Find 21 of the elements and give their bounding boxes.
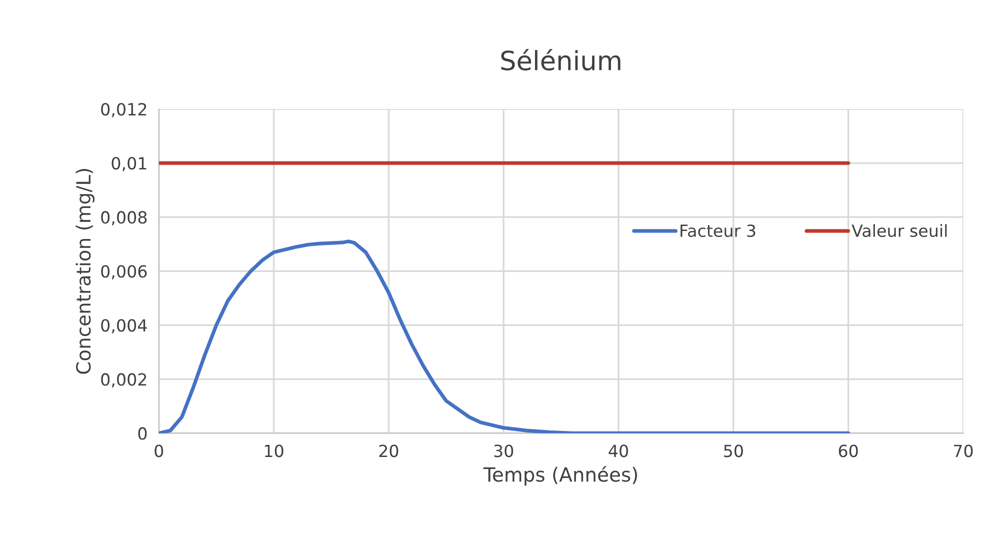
x-tick-label: 50 (724, 444, 743, 458)
x-axis-title: Temps (Années) (483, 466, 638, 486)
x-tick-label: 60 (838, 444, 858, 458)
x-tick-label: 70 (954, 444, 973, 458)
y-tick-label: 0,004 (101, 319, 147, 334)
y-tick-label: 0,006 (101, 265, 147, 280)
legend-label: Valeur seuil (852, 224, 947, 238)
x-tick-label: 30 (494, 444, 514, 458)
legend-label: Facteur 3 (680, 224, 756, 238)
chart-title: Sélénium (501, 49, 620, 70)
x-tick-label: 0 (154, 444, 164, 458)
y-tick-label: 0,012 (101, 102, 146, 118)
line-series (158, 240, 850, 434)
x-tick-label: 20 (379, 444, 398, 458)
y-axis-title: Concentration (mg/L) (76, 169, 94, 374)
y-tick-label: 0,008 (101, 211, 147, 226)
x-tick-label: 10 (265, 444, 284, 458)
y-tick-label: 0,002 (101, 373, 146, 388)
y-tick-label: 0,01 (112, 157, 146, 172)
x-tick-label: 40 (608, 444, 628, 458)
y-tick-label: 0 (138, 427, 147, 440)
